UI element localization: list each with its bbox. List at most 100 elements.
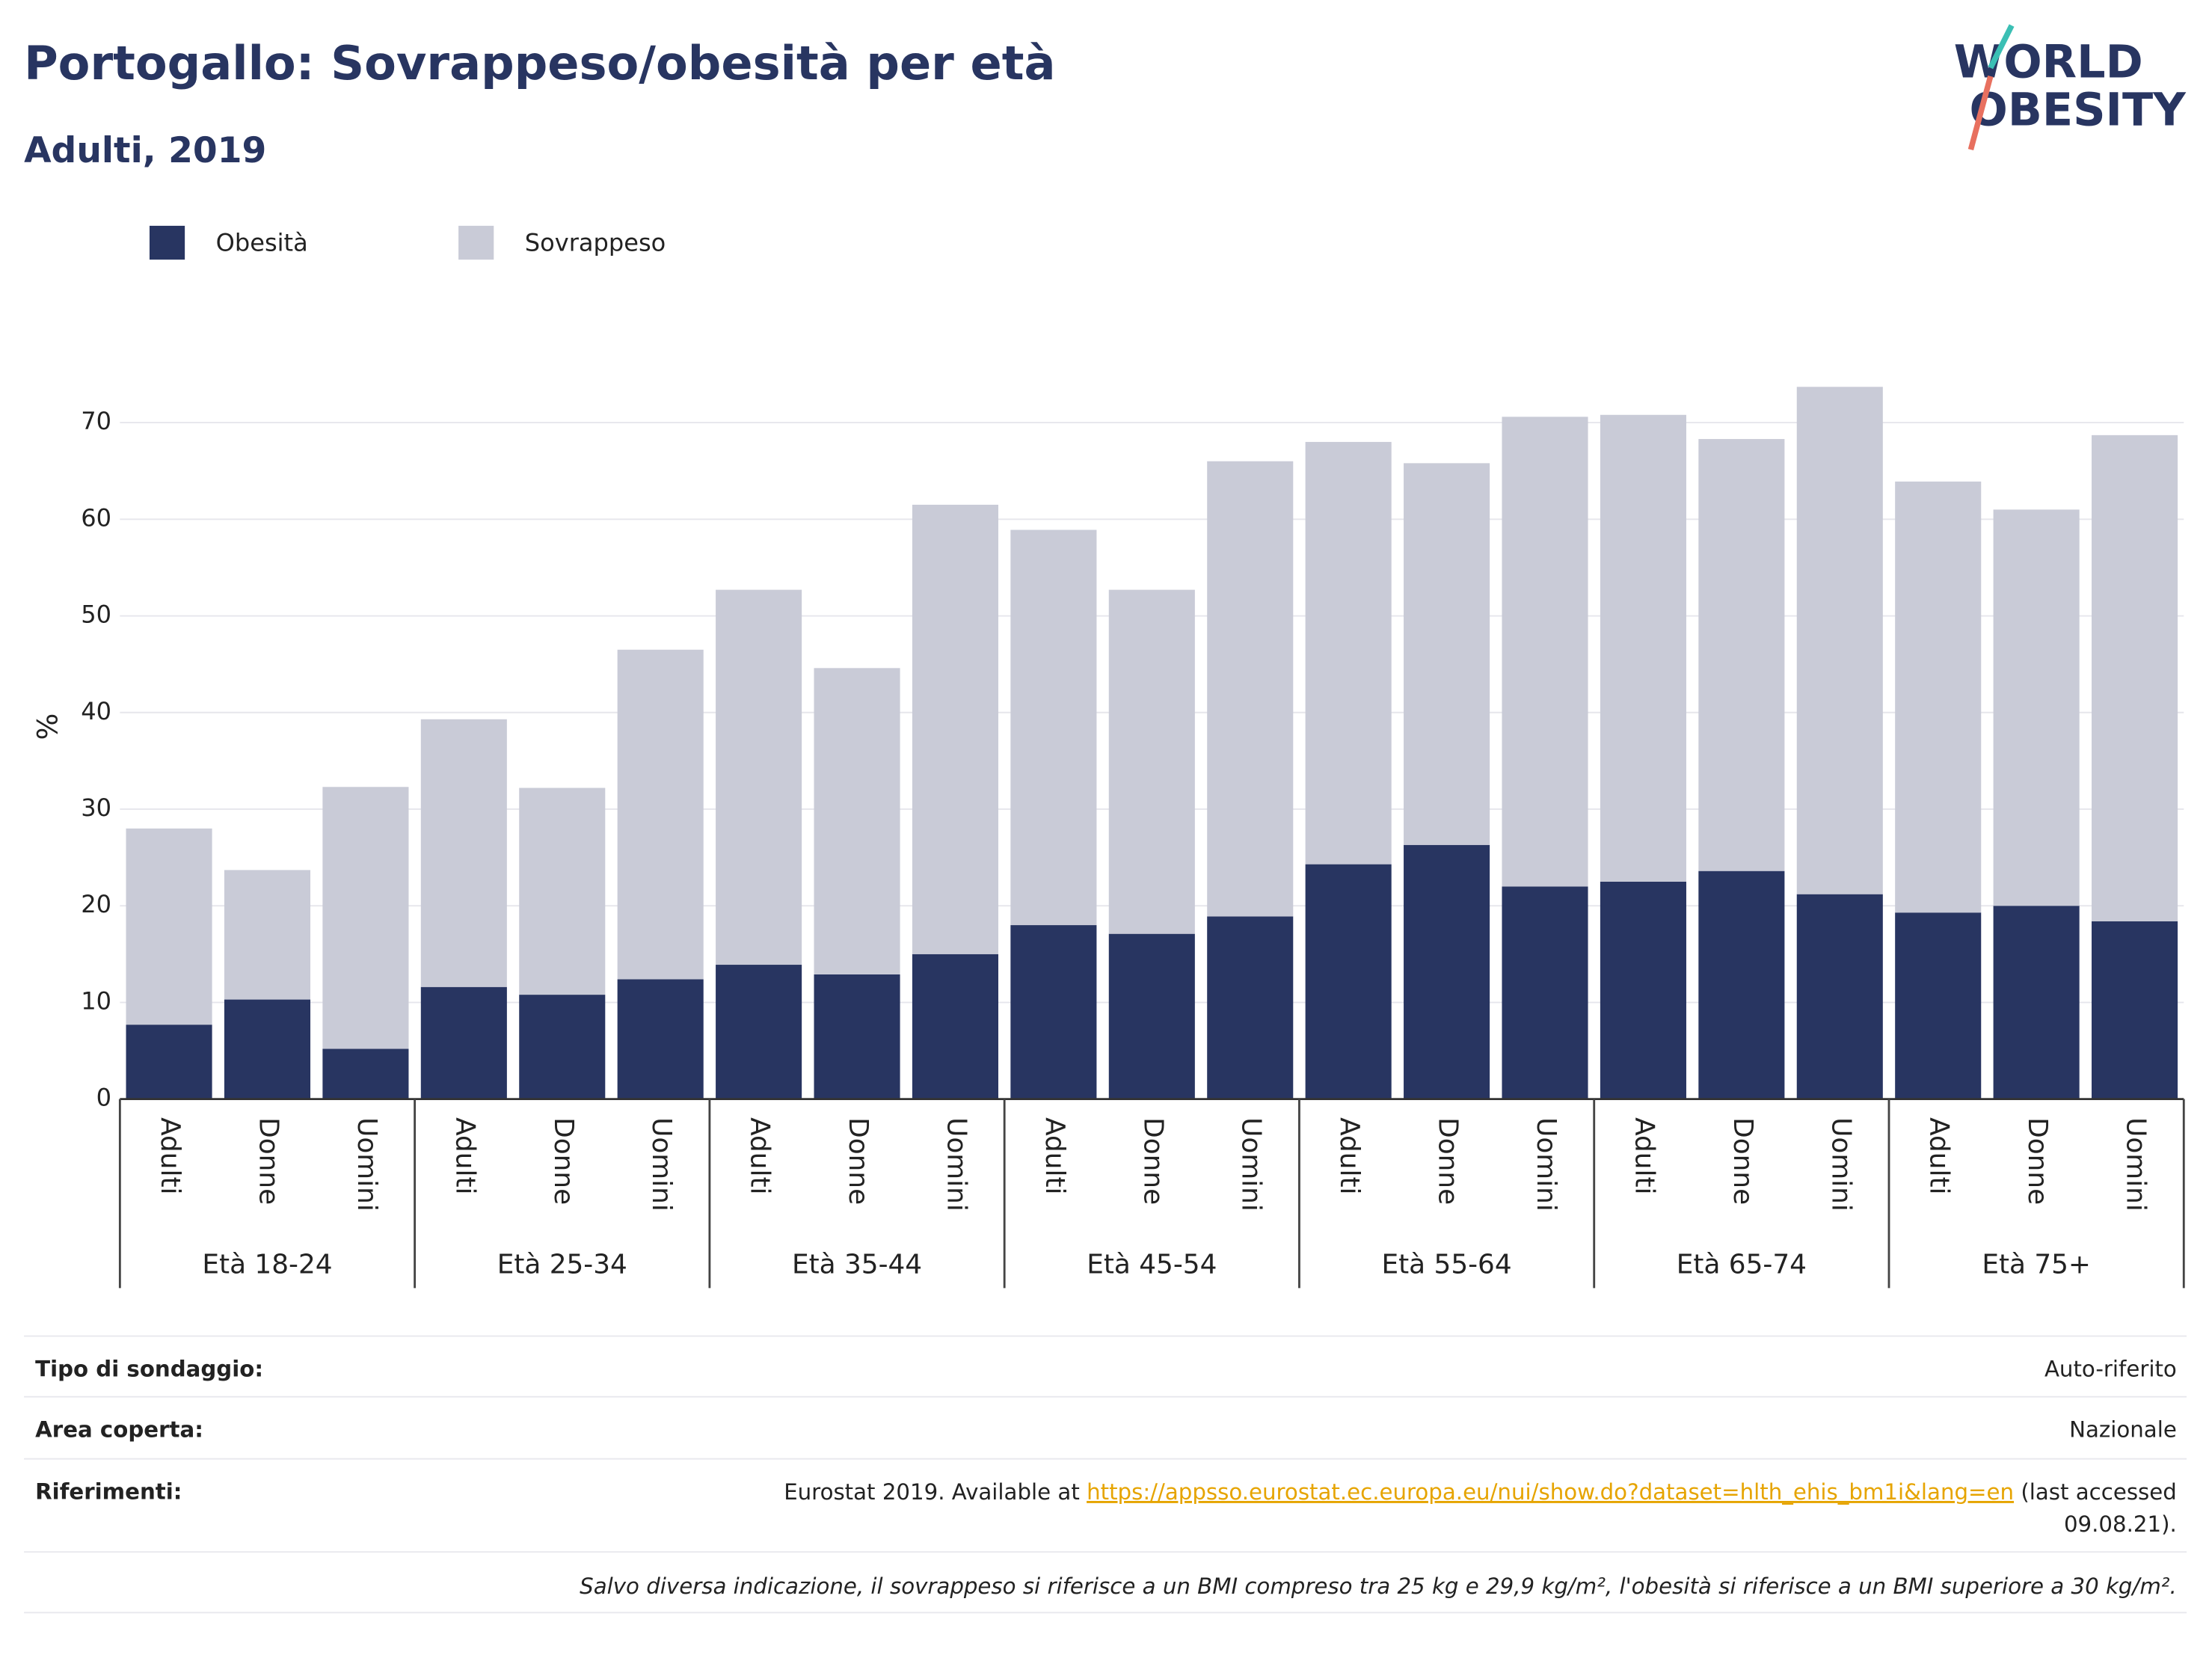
bar-segment (519, 787, 606, 995)
bar-segment (716, 589, 802, 965)
y-tick-label: 20 (81, 890, 111, 918)
logo-slash (1967, 75, 1994, 151)
x-tick-label: Adulti (1629, 1117, 1659, 1194)
y-tick-label: 60 (81, 503, 111, 532)
bar-segment (1895, 481, 1982, 913)
bar-segment (1305, 441, 1392, 865)
bar-segment (1010, 529, 1097, 926)
bar-segment (1796, 387, 1883, 894)
bar-segment (814, 668, 900, 974)
ref-prefix: Eurostat 2019. Available at (784, 1479, 1087, 1504)
x-tick-label: Adulti (745, 1117, 775, 1194)
logo-text: OBESITY (1970, 85, 2187, 137)
bar-segment (1404, 463, 1490, 845)
bar-segment (1305, 864, 1392, 1099)
x-tick-label: Adulti (1924, 1117, 1955, 1194)
footnote: Salvo diversa indicazione, il sovrappeso… (580, 1573, 2177, 1599)
bar-segment (716, 965, 802, 1099)
x-tick-label: Donne (1137, 1117, 1168, 1205)
bar-segment (1698, 871, 1785, 1099)
bar-segment (1895, 912, 1982, 1099)
bar-segment (2092, 435, 2178, 921)
x-tick-label: Uomini (351, 1117, 382, 1212)
y-axis-label: % (31, 713, 64, 740)
chart-subtitle: Adulti, 2019 (24, 130, 266, 171)
bar-segment (2092, 921, 2178, 1099)
legend-swatch (458, 225, 494, 260)
footer-value: Nazionale (2069, 1416, 2177, 1442)
bar-segment (1502, 886, 1588, 1099)
x-tick-label: Donne (1727, 1117, 1758, 1205)
logo-text: WORLD (1954, 36, 2143, 88)
legend-swatch (149, 225, 185, 260)
y-tick-label: 70 (81, 407, 111, 435)
footer-label: Riferimenti: (35, 1479, 182, 1504)
bar-segment (912, 954, 998, 1099)
x-tick-label: Uomini (1236, 1117, 1267, 1212)
bar-segment (814, 974, 900, 1099)
x-tick-label: Donne (843, 1117, 873, 1205)
x-tick-label: Uomini (1531, 1117, 1561, 1212)
y-tick-label: 0 (96, 1084, 111, 1112)
footer-label: Tipo di sondaggio: (35, 1356, 263, 1381)
bar-segment (1108, 933, 1195, 1099)
x-tick-label: Donne (2022, 1117, 2053, 1205)
y-tick-label: 40 (81, 697, 111, 725)
ref-suffix: (last accessed (2014, 1479, 2177, 1504)
bar-segment (420, 719, 507, 987)
x-tick-label: Uomini (2121, 1117, 2151, 1212)
group-label: Età 35-44 (792, 1249, 922, 1280)
bar-segment (1502, 417, 1588, 887)
x-tick-label: Adulti (155, 1117, 185, 1194)
group-label: Età 45-54 (1087, 1249, 1217, 1280)
group-label: Età 75+ (1982, 1249, 2091, 1280)
legend-label: Obesità (216, 228, 308, 257)
y-tick-label: 50 (81, 601, 111, 629)
footer: Tipo di sondaggio: Auto-riferito Area co… (24, 1335, 2187, 1614)
logo-slash (1988, 24, 2015, 70)
footer-label: Area coperta: (35, 1416, 203, 1442)
bar-segment (126, 1025, 212, 1099)
bar-segment (1207, 461, 1294, 917)
bar-segment (1010, 925, 1097, 1099)
bar-segment (519, 995, 606, 1099)
x-tick-label: Adulti (449, 1117, 480, 1194)
group-label: Età 55-64 (1382, 1249, 1512, 1280)
x-tick-label: Donne (253, 1117, 283, 1205)
x-tick-label: Donne (548, 1117, 579, 1205)
bar-segment (126, 828, 212, 1025)
bar-segment (1993, 906, 2080, 1099)
x-tick-label: Adulti (1334, 1117, 1365, 1194)
group-label: Età 25-34 (497, 1249, 627, 1280)
bar-segment (1993, 509, 2080, 906)
x-tick-label: Uomini (941, 1117, 971, 1212)
bar-segment (1108, 589, 1195, 934)
x-tick-label: Adulti (1039, 1117, 1070, 1194)
ref-link[interactable]: https://appsso.eurostat.ec.europa.eu/nui… (1087, 1479, 2014, 1504)
bar-segment (1207, 916, 1294, 1099)
bar-segment (1698, 439, 1785, 871)
footer-value: Auto-riferito (2044, 1356, 2177, 1381)
x-tick-label: Uomini (1825, 1117, 1856, 1212)
y-tick-label: 10 (81, 986, 111, 1015)
y-tick-label: 30 (81, 793, 111, 822)
x-tick-label: Donne (1433, 1117, 1463, 1205)
bar-segment (1404, 844, 1490, 1099)
bar-segment (912, 504, 998, 954)
bar-segment (617, 979, 704, 1099)
bar-segment (322, 787, 409, 1049)
bar-segment (1600, 881, 1686, 1099)
legend-label: Sovrappeso (525, 228, 666, 257)
group-label: Età 65-74 (1677, 1249, 1807, 1280)
bar-segment (322, 1048, 409, 1099)
footer-value: Eurostat 2019. Available at https://apps… (784, 1479, 2177, 1504)
chart-title: Portogallo: Sovrappeso/obesità per età (24, 36, 1055, 90)
bar-segment (1796, 894, 1883, 1099)
bar-segment (224, 999, 311, 1099)
bar-segment (1600, 414, 1686, 882)
ref-suffix: 09.08.21). (2064, 1511, 2177, 1537)
bar-segment (617, 649, 704, 980)
bar-segment (420, 986, 507, 1099)
x-tick-label: Uomini (646, 1117, 677, 1212)
